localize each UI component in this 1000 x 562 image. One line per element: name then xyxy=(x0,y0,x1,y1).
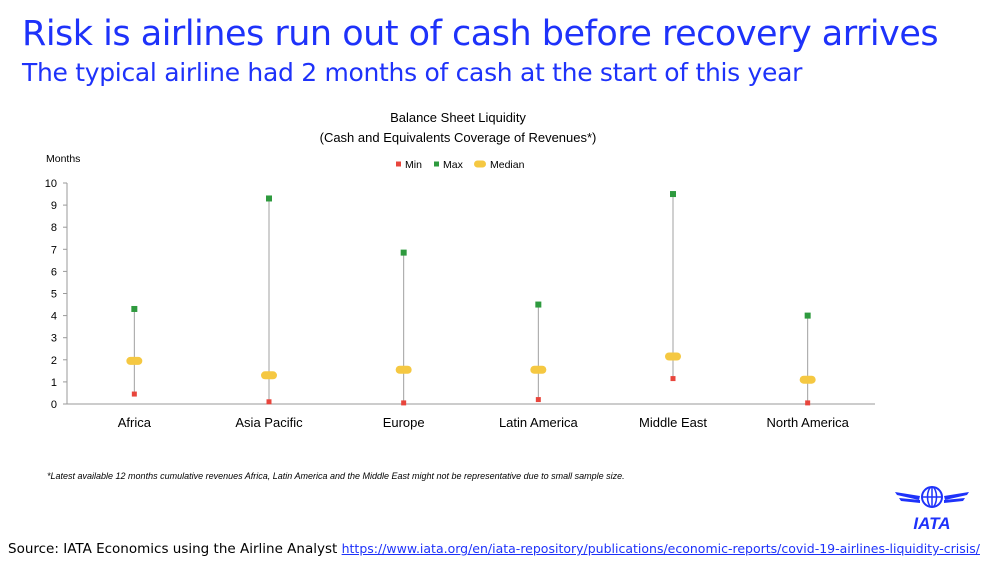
max-point xyxy=(535,301,542,308)
y-tick-label: 1 xyxy=(51,377,57,389)
chart-title: Balance Sheet Liquidity xyxy=(390,110,526,125)
min-point xyxy=(131,391,137,397)
headline: Risk is airlines run out of cash before … xyxy=(22,14,939,54)
y-tick-label: 2 xyxy=(51,355,57,367)
x-tick-label: Asia Pacific xyxy=(235,415,303,430)
min-point xyxy=(401,400,407,406)
legend-swatch xyxy=(396,161,401,167)
y-tick-label: 6 xyxy=(51,266,57,278)
iata-logo-text: IATA xyxy=(913,514,950,533)
max-point xyxy=(670,191,676,198)
y-tick-label: 7 xyxy=(51,244,57,256)
median-point xyxy=(395,365,412,374)
source-line: Source: IATA Economics using the Airline… xyxy=(8,541,980,557)
chart-subtitle: (Cash and Equivalents Coverage of Revenu… xyxy=(320,130,597,145)
max-point xyxy=(804,312,811,319)
source-link[interactable]: https://www.iata.org/en/iata-repository/… xyxy=(341,541,980,556)
x-tick-label: Europe xyxy=(383,415,425,430)
y-tick-label: 3 xyxy=(51,333,57,345)
legend-swatch xyxy=(474,160,486,168)
x-tick-label: Latin America xyxy=(499,415,579,430)
legend-label: Min xyxy=(405,159,422,171)
x-tick-label: Africa xyxy=(118,415,152,430)
max-point xyxy=(400,249,407,256)
legend: Min Max Median xyxy=(396,159,525,171)
chart-marks xyxy=(126,191,816,406)
max-point xyxy=(266,195,272,202)
min-point xyxy=(670,376,676,382)
median-point xyxy=(261,371,277,380)
subheadline: The typical airline had 2 months of cash… xyxy=(22,58,803,87)
y-tick-label: 9 xyxy=(51,200,57,212)
median-point xyxy=(530,365,547,374)
y-tick-label: 8 xyxy=(51,222,57,234)
x-axis: Africa Asia Pacific Europe Latin America Mid… xyxy=(118,415,850,430)
y-tick-label: 10 xyxy=(45,178,57,190)
x-tick-label: North America xyxy=(766,415,849,430)
median-point xyxy=(665,352,681,361)
iata-logo: IATA xyxy=(895,486,969,533)
y-axis: 0 1 2 3 4 5 6 7 8 9 10 xyxy=(45,178,67,411)
y-tick-label: 5 xyxy=(51,289,57,301)
median-point xyxy=(126,356,143,365)
footnote: *Latest available 12 months cumulative r… xyxy=(47,471,625,481)
y-tick-label: 0 xyxy=(51,399,57,411)
source-label: Source: IATA Economics using the Airline… xyxy=(8,541,338,557)
min-point xyxy=(266,399,272,405)
max-point xyxy=(131,305,138,312)
legend-label: Max xyxy=(443,159,464,171)
y-axis-label: Months xyxy=(46,153,80,165)
legend-swatch xyxy=(434,161,439,167)
median-point xyxy=(799,375,816,384)
x-tick-label: Middle East xyxy=(639,415,707,430)
globe-wings-icon xyxy=(895,486,969,508)
min-point xyxy=(535,397,541,403)
y-tick-label: 4 xyxy=(51,311,57,323)
min-point xyxy=(805,400,811,406)
legend-label: Median xyxy=(490,159,525,171)
